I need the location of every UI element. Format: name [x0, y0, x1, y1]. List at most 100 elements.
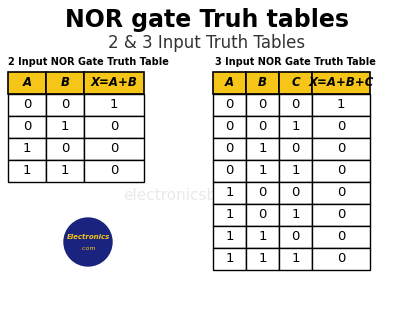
Text: 0: 0 — [337, 164, 345, 177]
Text: 0: 0 — [291, 142, 300, 155]
Bar — [213, 204, 246, 226]
Text: 1: 1 — [23, 164, 31, 177]
Bar — [8, 116, 46, 138]
Text: 1: 1 — [225, 209, 234, 222]
Bar — [213, 182, 246, 204]
Text: 1: 1 — [291, 164, 300, 177]
Text: 0: 0 — [225, 121, 234, 134]
Bar — [246, 72, 279, 94]
Bar — [46, 160, 84, 182]
Text: C: C — [291, 76, 300, 89]
Bar — [246, 138, 279, 160]
Bar — [84, 116, 144, 138]
Text: 1: 1 — [337, 98, 345, 111]
Text: 1: 1 — [291, 253, 300, 266]
Text: 0: 0 — [337, 253, 345, 266]
Text: 0: 0 — [291, 98, 300, 111]
Bar — [8, 160, 46, 182]
Bar — [312, 182, 370, 204]
Text: 0: 0 — [337, 230, 345, 243]
Bar — [312, 204, 370, 226]
Text: 0: 0 — [258, 187, 267, 200]
Circle shape — [64, 218, 112, 266]
Bar — [279, 94, 312, 116]
Bar — [279, 160, 312, 182]
Text: 0: 0 — [225, 142, 234, 155]
Text: 0: 0 — [258, 98, 267, 111]
Text: 0: 0 — [258, 121, 267, 134]
Text: 0: 0 — [337, 209, 345, 222]
Text: 0: 0 — [337, 142, 345, 155]
Bar — [8, 72, 46, 94]
Text: 2 Input NOR Gate Truth Table: 2 Input NOR Gate Truth Table — [8, 57, 169, 67]
Bar — [279, 248, 312, 270]
Text: 0: 0 — [61, 98, 69, 111]
Bar — [246, 160, 279, 182]
Bar — [213, 248, 246, 270]
Text: 0: 0 — [291, 230, 300, 243]
Text: 1: 1 — [291, 121, 300, 134]
Bar — [246, 226, 279, 248]
Bar — [8, 138, 46, 160]
Bar — [213, 138, 246, 160]
Bar — [46, 138, 84, 160]
Bar — [279, 226, 312, 248]
Text: 1: 1 — [258, 230, 267, 243]
Text: B: B — [61, 76, 69, 89]
Text: 0: 0 — [23, 121, 31, 134]
Bar — [312, 72, 370, 94]
Bar — [46, 94, 84, 116]
Bar — [312, 94, 370, 116]
Text: 0: 0 — [61, 142, 69, 155]
Text: 0: 0 — [110, 121, 118, 134]
Text: A: A — [22, 76, 32, 89]
Bar — [312, 226, 370, 248]
Text: 1: 1 — [225, 230, 234, 243]
Bar — [279, 116, 312, 138]
Bar — [213, 116, 246, 138]
Text: X=A+B+C: X=A+B+C — [308, 76, 374, 89]
Text: 3 Input NOR Gate Truth Table: 3 Input NOR Gate Truth Table — [215, 57, 376, 67]
Text: 1: 1 — [258, 253, 267, 266]
Bar — [279, 204, 312, 226]
Text: X=A+B: X=A+B — [90, 76, 137, 89]
Bar — [213, 226, 246, 248]
Bar — [246, 182, 279, 204]
Bar — [246, 94, 279, 116]
Bar — [246, 248, 279, 270]
Text: 1: 1 — [225, 187, 234, 200]
Bar — [84, 160, 144, 182]
Bar — [279, 138, 312, 160]
Text: .com: .com — [80, 246, 96, 252]
Text: Electronics: Electronics — [66, 234, 110, 240]
Text: 1: 1 — [61, 121, 69, 134]
Bar — [84, 94, 144, 116]
Bar — [213, 160, 246, 182]
Bar — [312, 248, 370, 270]
Text: 0: 0 — [110, 164, 118, 177]
Bar — [246, 204, 279, 226]
Bar — [46, 72, 84, 94]
Text: electronicsbased.com: electronicsbased.com — [123, 188, 291, 202]
Text: 1: 1 — [23, 142, 31, 155]
Text: 0: 0 — [225, 164, 234, 177]
Bar — [46, 116, 84, 138]
Text: B: B — [258, 76, 267, 89]
Text: 0: 0 — [110, 142, 118, 155]
Text: NOR gate Truh tables: NOR gate Truh tables — [65, 8, 349, 32]
Text: 2 & 3 Input Truth Tables: 2 & 3 Input Truth Tables — [108, 34, 305, 52]
Bar — [279, 72, 312, 94]
Text: A: A — [225, 76, 234, 89]
Text: 0: 0 — [23, 98, 31, 111]
Bar — [8, 94, 46, 116]
Bar — [246, 116, 279, 138]
Text: 1: 1 — [291, 209, 300, 222]
Bar — [312, 116, 370, 138]
Text: 0: 0 — [258, 209, 267, 222]
Bar — [213, 72, 246, 94]
Text: 0: 0 — [337, 187, 345, 200]
Bar — [312, 160, 370, 182]
Text: 0: 0 — [291, 187, 300, 200]
Text: 1: 1 — [61, 164, 69, 177]
Bar — [84, 138, 144, 160]
